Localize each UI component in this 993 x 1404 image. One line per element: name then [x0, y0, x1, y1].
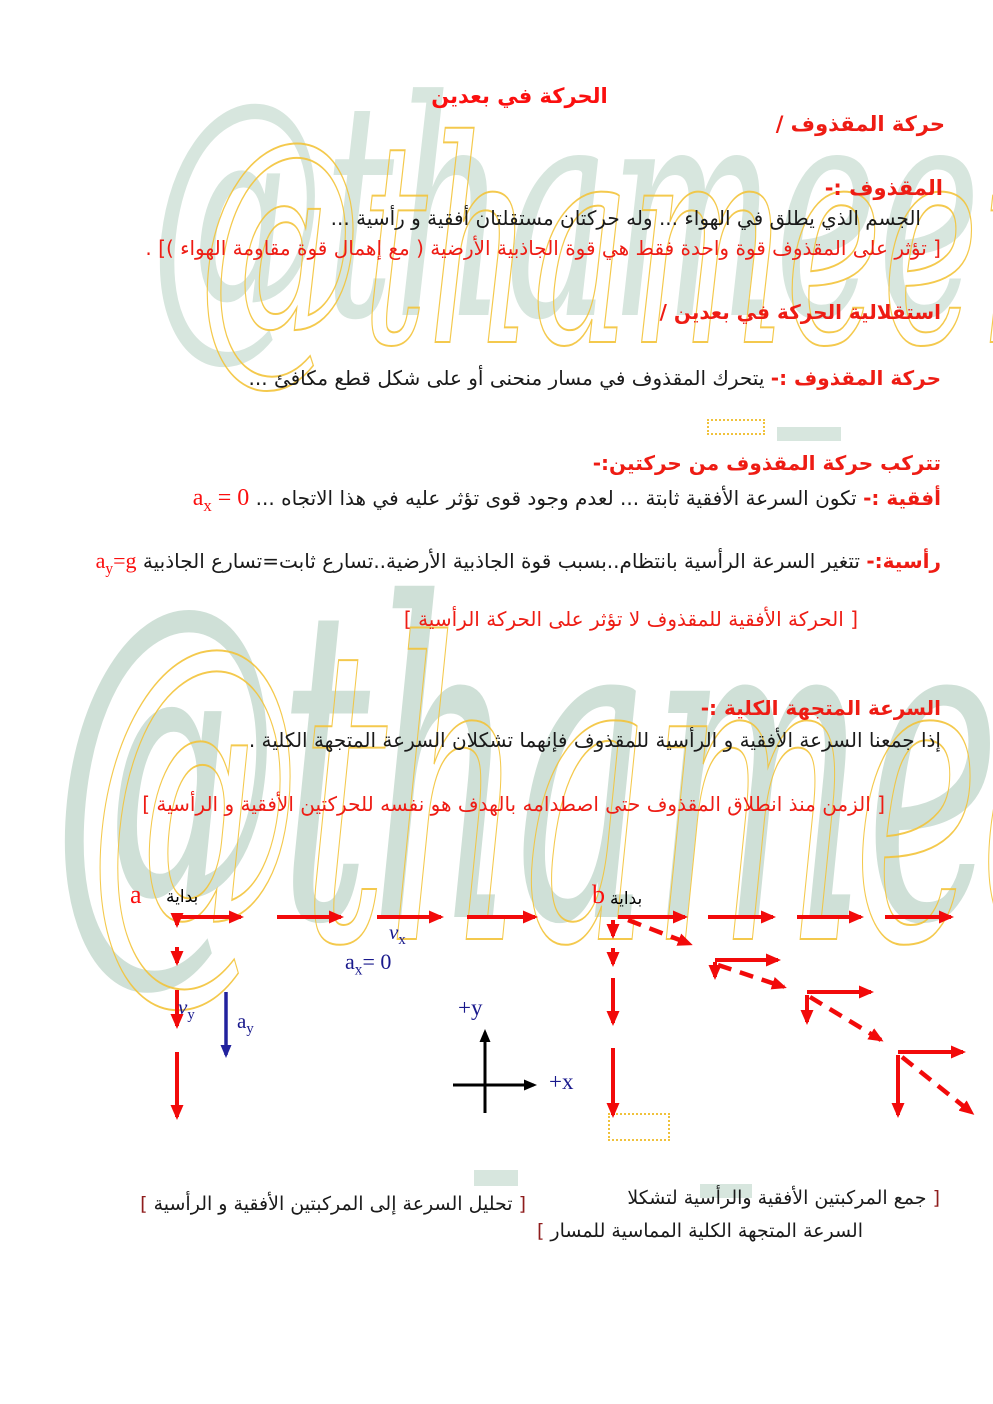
line-horizontal-lead: أفقية :-: [863, 486, 941, 510]
diagram-b-start-label: بداية: [610, 889, 643, 909]
heading-projectile-motion: حركة المقذوف /: [775, 112, 945, 136]
caption-decompose-text: تحليل السرعة إلى المركبتين الأفقية و الر…: [147, 1193, 519, 1215]
caption-sum-line2-text: السرعة المتجهة الكلية المماسية للمسار: [544, 1220, 863, 1242]
line-horizontal-rest: تكون السرعة الأفقية ثابتة ... لعدم وجود …: [249, 486, 864, 510]
caption-decompose-close-bracket: ]: [140, 1193, 148, 1215]
note-single-force: [ تؤثر على المقذوف قوة واحدة فقط هي قوة …: [145, 236, 941, 260]
caption-sum-line2: السرعة المتجهة الكلية المماسية للمسار ]: [536, 1220, 863, 1243]
coordinate-axes: [453, 1029, 537, 1113]
diagram-a-start-label: بداية: [166, 887, 199, 907]
body-total-velocity: إذا جمعنا السرعة الأفقية و الرأسية للمقذ…: [248, 728, 941, 752]
diagram-a-label: a: [130, 880, 142, 909]
page-title: الحركة في بعدين: [431, 84, 608, 108]
caption-sum-line1-text: جمع المركبتين الأفقية والرأسية لتشكلا: [627, 1187, 933, 1209]
diagram-b-resultant-arrows: [627, 917, 975, 1115]
diagram-b-component-pairs: [708, 953, 966, 1118]
vy-label: vy: [178, 995, 195, 1024]
line-horizontal-component: أفقية :- تكون السرعة الأفقية ثابتة ... ل…: [193, 485, 941, 515]
heading-total-velocity: السرعة المتجهة الكلية :-: [700, 696, 941, 720]
plus-y-axis-label: +y: [458, 995, 483, 1020]
plus-x-axis-label: +x: [549, 1069, 574, 1094]
line-vertical-lead: رأسية:-: [866, 549, 941, 573]
equation-ay-g: ay=g: [95, 548, 137, 578]
heading-two-components: تتركب حركة المقذوف من حركتين:-: [592, 451, 941, 475]
caption-sum-close-bracket: ]: [536, 1220, 545, 1242]
vx-label: vx: [389, 920, 406, 949]
heading-projectile: المقذوف :-: [824, 176, 943, 200]
body-projectile-definition: الجسم الذي يطلق في الهواء ... وله حركتان…: [330, 206, 921, 230]
line-vertical-component: رأسية:- تتغير السرعة الرأسية بانتظام..بس…: [96, 548, 941, 578]
note-same-time: [ الزمن منذ انطلاق المقذوف حتى اصطدامه ب…: [142, 792, 885, 816]
line-projectile-path-rest: يتحرك المقذوف في مسار منحنى أو على شكل ق…: [248, 366, 771, 390]
caption-sum-line1: [ جمع المركبتين الأفقية والرأسية لتشكلا: [627, 1187, 940, 1210]
heading-independence: استقلالية الحركة في بعدين /: [659, 300, 941, 324]
caption-sum-open-bracket: [: [932, 1187, 940, 1209]
caption-decompose: [ تحليل السرعة إلى المركبتين الأفقية و ا…: [140, 1193, 526, 1216]
line-projectile-path: حركة المقذوف :- يتحرك المقذوف في مسار من…: [249, 367, 941, 390]
ax-zero-label: ax= 0: [345, 949, 392, 979]
ay-label: ay: [237, 1009, 254, 1038]
caption-decompose-open-bracket: [: [518, 1193, 526, 1215]
diagram-b-label: b: [592, 880, 605, 909]
note-horizontal-independent: [ الحركة الأفقية للمقذوف لا تؤثر على الح…: [403, 607, 858, 631]
line-vertical-rest: تتغير السرعة الرأسية بانتظام..بسبب قوة ا…: [136, 549, 867, 573]
line-projectile-path-lead: حركة المقذوف :-: [770, 366, 941, 390]
equation-ax-zero: ax = 0: [192, 485, 250, 515]
